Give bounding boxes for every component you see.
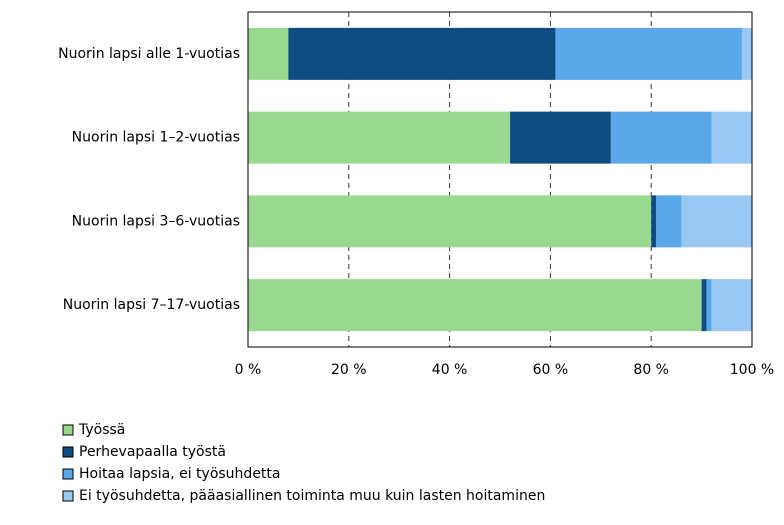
bar-segment (711, 111, 752, 164)
x-tick-label: 40 % (432, 362, 468, 378)
bar-segment (701, 279, 707, 332)
bar-segment (248, 195, 652, 248)
bar-segment (510, 111, 611, 164)
bar-segment (711, 279, 752, 332)
x-tick-label: 80 % (633, 362, 669, 378)
bar-segment (741, 27, 752, 80)
legend-swatch (62, 424, 74, 436)
y-tick-label: Nuorin lapsi alle 1-vuotias (58, 46, 240, 62)
x-tick-label: 20 % (331, 362, 367, 378)
bar-segment (610, 111, 712, 164)
bar-segment (656, 195, 682, 248)
bar-segment (248, 111, 511, 164)
bar-segment (288, 27, 556, 80)
legend-swatch (62, 468, 74, 480)
legend-swatch (62, 490, 74, 502)
legend-swatch (62, 446, 74, 458)
legend-label: Työssä (78, 422, 125, 438)
legend-label: Perhevapaalla työstä (79, 444, 226, 460)
legend-label: Hoitaa lapsia, ei työsuhdetta (79, 466, 281, 482)
bar-segment (248, 279, 702, 332)
x-tick-label: 60 % (533, 362, 569, 378)
bar-segment (706, 279, 712, 332)
bar-segment (248, 27, 289, 80)
bar-segment (555, 27, 742, 80)
x-tick-label: 0 % (235, 362, 262, 378)
y-tick-label: Nuorin lapsi 1–2-vuotias (72, 130, 240, 146)
plot-border (247, 11, 753, 348)
bar-segment (681, 195, 752, 248)
bar-segment (651, 195, 657, 248)
x-tick-label: 100 % (730, 362, 774, 378)
legend-label: Ei työsuhdetta, pääasiallinen toiminta m… (79, 488, 545, 504)
y-tick-label: Nuorin lapsi 7–17-vuotias (63, 297, 240, 313)
y-tick-label: Nuorin lapsi 3–6-vuotias (72, 213, 240, 229)
